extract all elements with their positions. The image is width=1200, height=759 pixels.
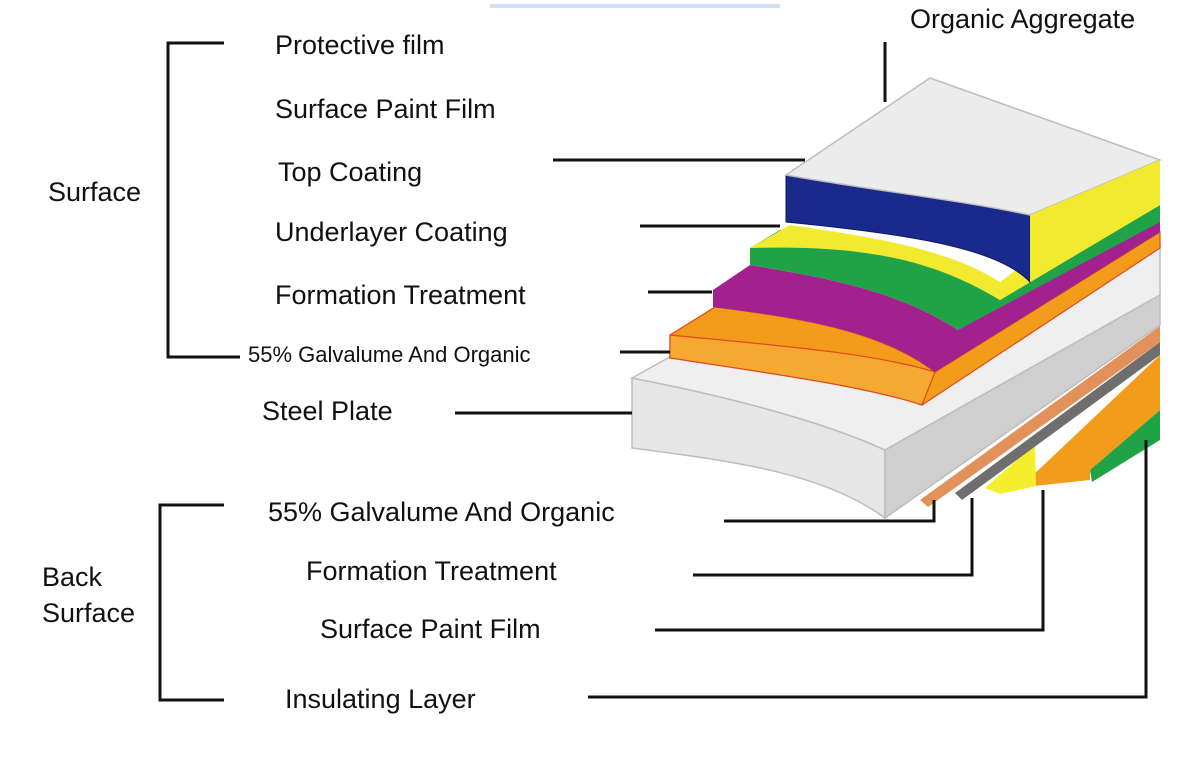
galvalume-front-edge (669, 334, 936, 406)
formation-treatment-layer (713, 218, 1160, 372)
label-insulating-layer: Insulating Layer (285, 684, 476, 714)
back-green-layer (1090, 410, 1160, 482)
label-steel-plate: Steel Plate (262, 396, 393, 426)
leader-back-formation-treatment (693, 498, 974, 577)
group-label-back-surface: Surface (42, 598, 135, 628)
underlayer-green-layer (750, 205, 1160, 330)
steel-plate-side-face (884, 293, 1161, 520)
group-label-surface: Surface (48, 177, 141, 207)
label-formation-treatment: Formation Treatment (275, 280, 526, 310)
group-label-back: Back (42, 562, 103, 592)
label-back-formation-treatment: Formation Treatment (306, 556, 557, 586)
back-orange-layer (1030, 355, 1160, 486)
back-gray-layer (955, 342, 1160, 500)
back-yellow-layer (985, 444, 1036, 494)
label-back-galvalume-organic: 55% Galvalume And Organic (268, 497, 615, 527)
label-back-surface-paint-film: Surface Paint Film (320, 614, 541, 644)
label-top-coating: Top Coating (278, 157, 422, 187)
label-galvalume-organic: 55% Galvalume And Organic (248, 342, 531, 367)
back-surface-bracket (158, 503, 224, 702)
aggregate-side-panel (1030, 160, 1160, 282)
top-accent-strip (490, 4, 780, 8)
leader-insulating-layer (588, 440, 1148, 699)
label-organic-aggregate: Organic Aggregate (910, 4, 1135, 34)
leader-back-surface-paint-film (655, 490, 1045, 632)
label-surface-paint-film: Surface Paint Film (275, 94, 496, 124)
leader-back-galvalume-organic (724, 500, 936, 523)
layer-stack-illustration (629, 77, 1163, 520)
back-copper-layer (920, 326, 1160, 507)
aggregate-top-panel (784, 77, 1163, 216)
label-protective-film: Protective film (275, 30, 445, 60)
label-underlayer-coating: Underlayer Coating (275, 217, 508, 247)
surface-bracket (166, 41, 240, 359)
